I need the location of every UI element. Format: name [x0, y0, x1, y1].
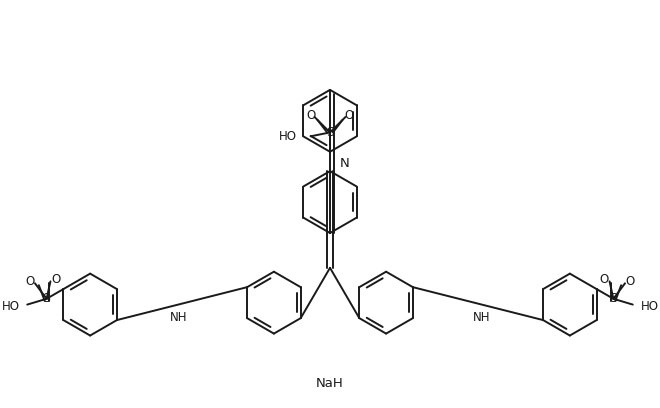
Text: NH: NH: [170, 311, 187, 324]
Text: NaH: NaH: [316, 377, 344, 390]
Text: HO: HO: [279, 130, 297, 143]
Text: HO: HO: [1, 300, 20, 313]
Text: HO: HO: [640, 300, 659, 313]
Text: O: O: [345, 109, 354, 122]
Text: O: O: [26, 275, 35, 288]
Text: S: S: [326, 126, 334, 139]
Text: O: O: [51, 273, 61, 286]
Text: S: S: [609, 292, 617, 305]
Text: S: S: [43, 292, 51, 305]
Text: O: O: [599, 273, 609, 286]
Text: N: N: [340, 157, 349, 170]
Text: O: O: [625, 275, 634, 288]
Text: NH: NH: [473, 311, 490, 324]
Text: O: O: [306, 109, 315, 122]
